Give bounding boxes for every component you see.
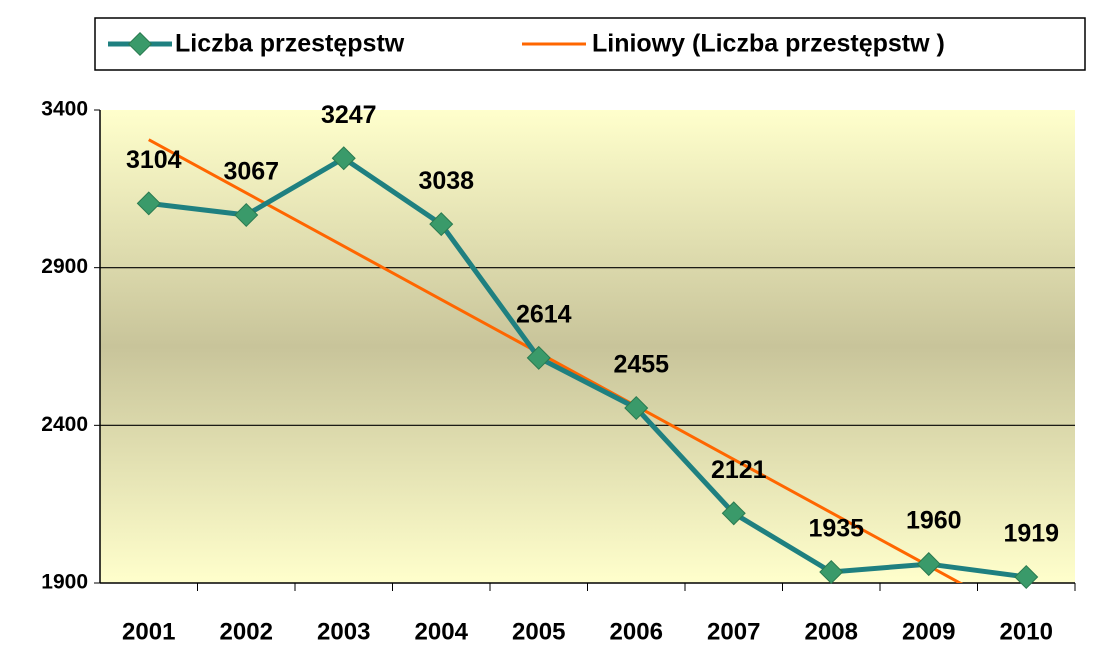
marker <box>526 345 551 370</box>
trend-line <box>148 138 964 583</box>
marker <box>331 146 356 171</box>
data-label: 2121 <box>711 456 767 484</box>
y-tick-label: 1900 <box>41 571 88 594</box>
data-label: 2614 <box>516 300 572 328</box>
data-label: 1935 <box>808 515 864 543</box>
x-tick-label: 2010 <box>1000 618 1053 645</box>
x-tick-label: 2003 <box>317 618 370 645</box>
marker <box>1014 564 1039 590</box>
x-tick-label: 2006 <box>610 618 663 645</box>
y-tick-label: 2900 <box>41 255 88 278</box>
trend-group <box>148 138 964 583</box>
data-label: 1919 <box>1003 520 1059 548</box>
x-tick-label: 2001 <box>122 618 175 645</box>
data-label: 3104 <box>126 146 182 174</box>
data-label: 3247 <box>321 101 377 129</box>
marker <box>624 395 649 421</box>
y-tick-label: 3400 <box>41 98 88 121</box>
marker <box>136 191 161 216</box>
plot-area <box>100 110 1075 583</box>
marker <box>721 501 746 526</box>
marker <box>429 212 454 237</box>
x-tick-label: 2002 <box>220 618 273 645</box>
legend-box <box>94 17 1086 71</box>
legend-label: Liniowy (Liczba przestępstw ) <box>592 30 945 58</box>
x-tick-label: 2009 <box>902 618 955 645</box>
data-label: 3038 <box>418 167 474 195</box>
data-label: 2455 <box>613 351 669 379</box>
marker <box>916 552 941 577</box>
y-tick-label: 2400 <box>41 413 88 436</box>
marker <box>234 202 259 228</box>
x-tick-label: 2007 <box>707 618 760 645</box>
data-label: 1960 <box>906 507 962 535</box>
data-label: 3067 <box>223 158 279 186</box>
x-tick-label: 2008 <box>805 618 858 645</box>
x-tick-label: 2004 <box>415 618 469 645</box>
marker <box>819 559 844 584</box>
legend-marker <box>127 31 153 57</box>
series-line <box>148 155 1027 580</box>
x-tick-label: 2005 <box>512 618 565 645</box>
legend-label: Liczba przestępstw <box>175 30 405 58</box>
